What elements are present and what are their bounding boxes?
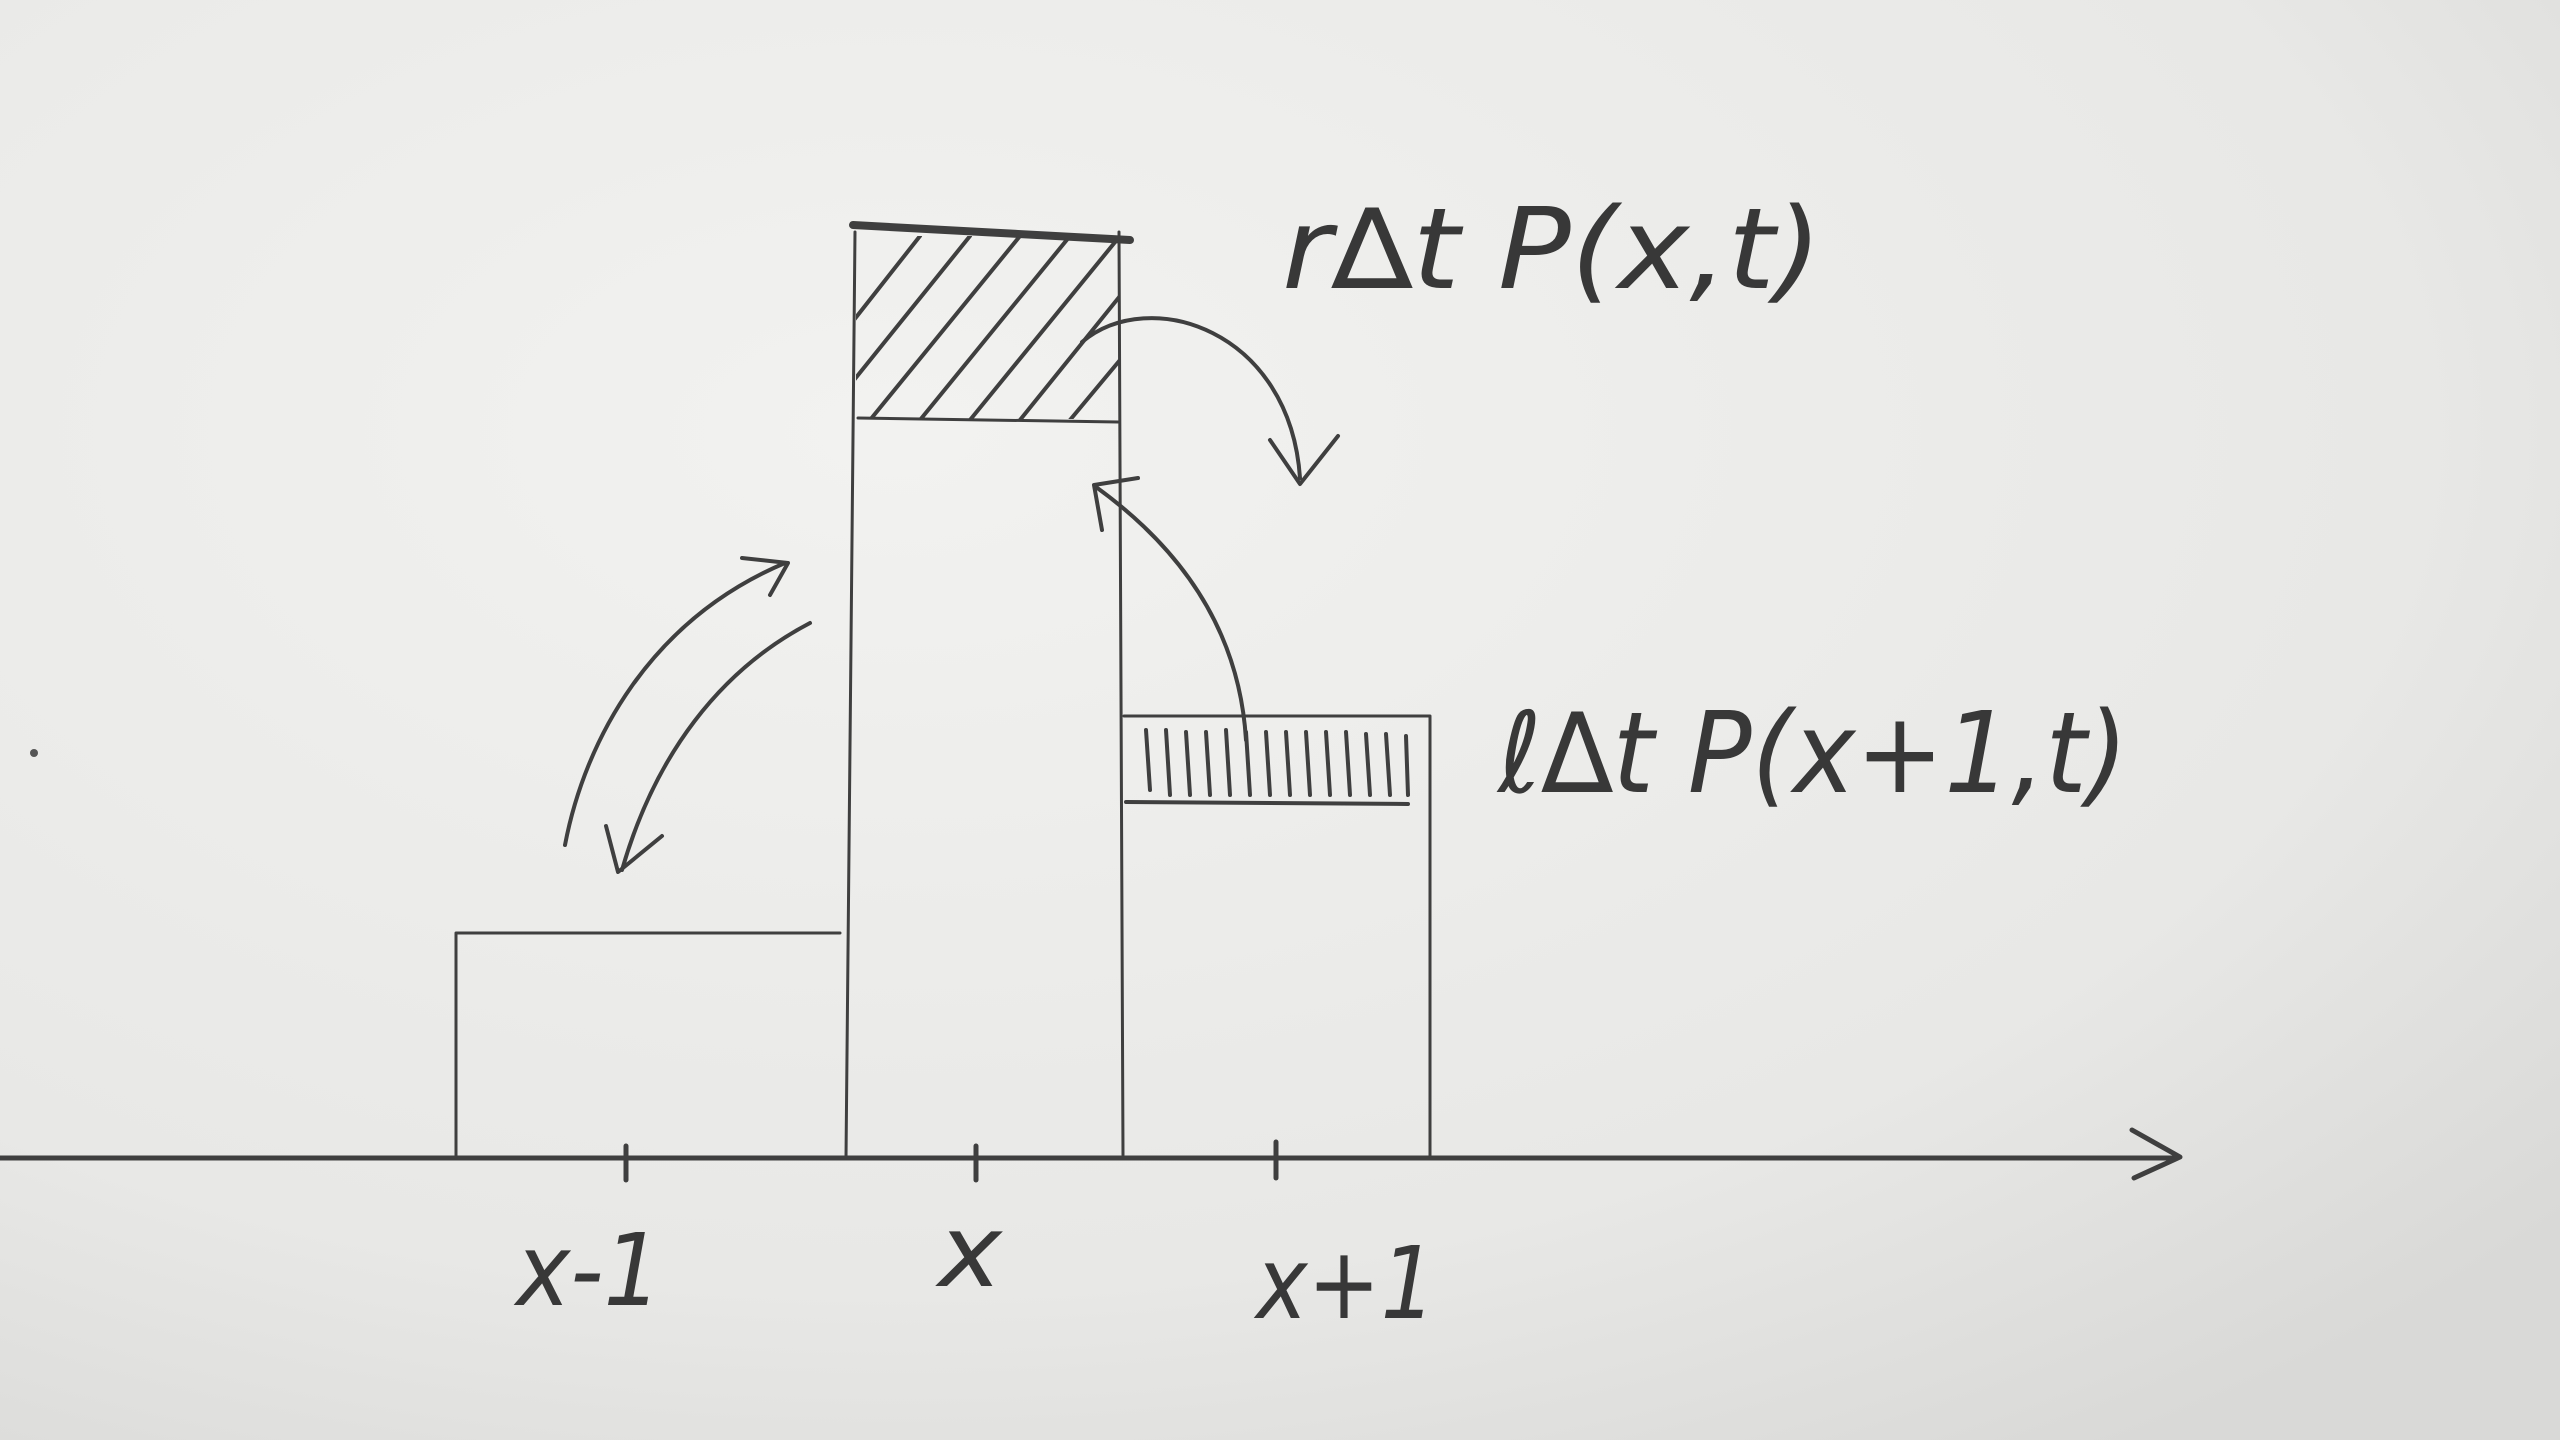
left-rate-label: ℓ∆t P(x+1,t) bbox=[1496, 689, 2128, 819]
paper-speck bbox=[30, 749, 38, 757]
bar-x-top-edge bbox=[849, 221, 1134, 244]
arrowhead bbox=[1092, 476, 1140, 532]
right-rate-label: r∆t P(x,t) bbox=[1282, 185, 1822, 315]
bar-x-plus-1 bbox=[1122, 714, 1432, 1158]
arrow-center-to-right bbox=[1080, 316, 1340, 486]
tick-label-x: x bbox=[935, 1193, 1004, 1310]
axis-arrowhead bbox=[2129, 1127, 2183, 1181]
bar-x-minus-1 bbox=[454, 931, 842, 1160]
arrowhead bbox=[740, 556, 790, 597]
arrow-right-to-center bbox=[1092, 476, 1248, 742]
bar-x bbox=[844, 230, 1125, 1160]
arrowhead bbox=[1268, 434, 1340, 486]
tick-label-x-minus-1: x-1 bbox=[513, 1212, 662, 1329]
arrowhead bbox=[604, 824, 664, 874]
tick-label-x-plus-1: x+1 bbox=[1253, 1225, 1436, 1342]
arrow-center-to-left bbox=[604, 621, 812, 874]
arrow-left-to-center bbox=[563, 556, 790, 847]
hatched-region-left-flow bbox=[1144, 728, 1410, 797]
hatched-region-right-flow bbox=[856, 236, 1120, 419]
bar-x-plus-1-split-line bbox=[1124, 800, 1410, 806]
x-axis bbox=[0, 1127, 2183, 1183]
bar-x-split-line bbox=[856, 416, 1120, 424]
histogram bbox=[454, 221, 1432, 1160]
